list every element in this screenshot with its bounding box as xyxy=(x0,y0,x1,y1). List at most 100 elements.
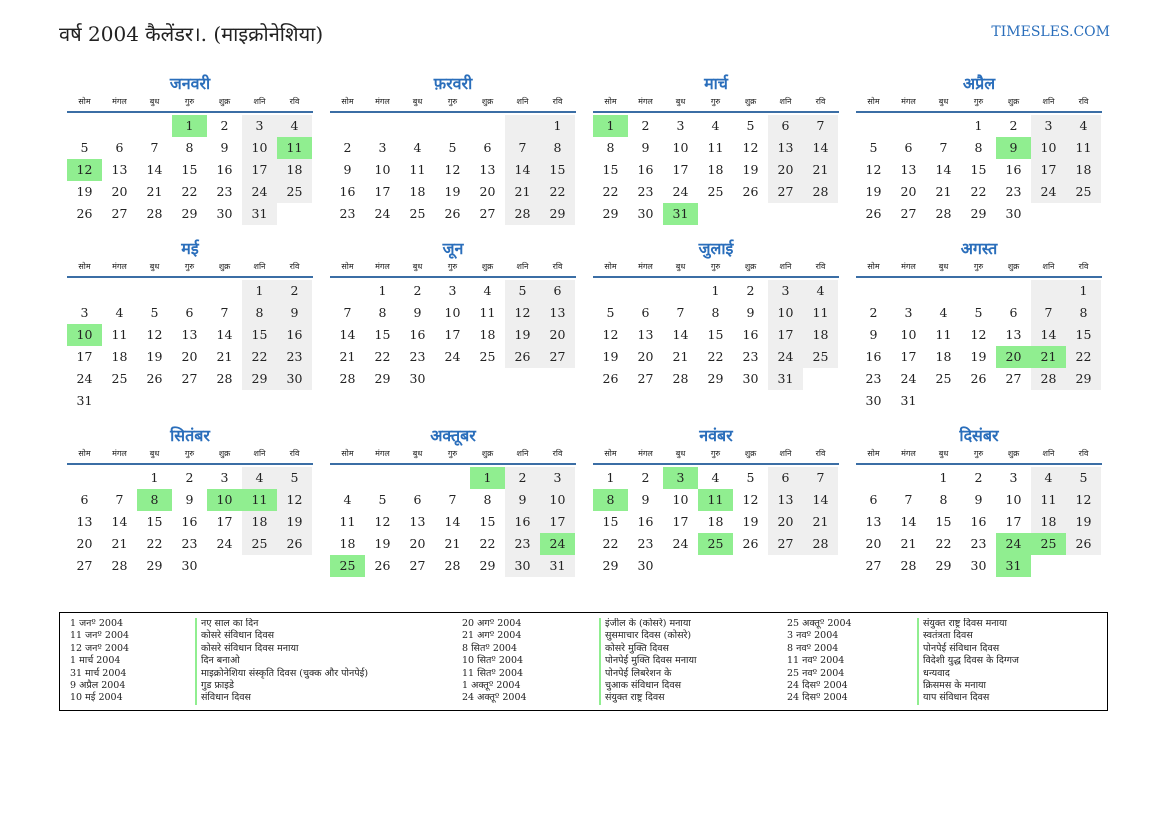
day-cell: 15 xyxy=(479,514,496,529)
weekday-header: सोम मंगल बुध गुरु शुक्र शनि रवि xyxy=(67,95,313,113)
month-calendar: जनवरी सोम मंगल बुध गुरु शुक्र शनि रवि 1 2 3 4 5 6 7 8 9 1… xyxy=(67,73,313,225)
day-cell: 25 xyxy=(479,349,496,364)
day-cell: 31 xyxy=(900,393,917,408)
day-cell: 20 xyxy=(768,159,803,181)
holiday-name: स्वतंत्रता दिवस xyxy=(923,630,973,642)
empty-cell xyxy=(67,115,102,137)
day-cell: 2 xyxy=(974,470,983,485)
day-cell: 26 xyxy=(742,536,759,551)
month-calendar: अक्तूबर सोम मंगल बुध गुरु शुक्र शनि रवि 1 2 3 4 5 6 7 8… xyxy=(330,425,576,577)
day-cell: 16 xyxy=(970,514,987,529)
day-cell: 15 xyxy=(970,162,987,177)
day-cell: 13 xyxy=(900,162,917,177)
weekday-header: सोम मंगल बुध गुरु शुक्र शनि रवि xyxy=(67,260,313,278)
day-cell: 28 xyxy=(1031,368,1066,390)
day-cell: 25 xyxy=(803,346,838,368)
day-cell: 9 xyxy=(641,492,650,507)
month-calendar: जुलाई सोम मंगल बुध गुरु शुक्र शनि रवि 1 2 3 4 5 6 7 8 9 1… xyxy=(593,238,839,412)
day-cell: 29 xyxy=(540,203,575,225)
day-cell: 20 xyxy=(637,349,654,364)
day-cell: 22 xyxy=(181,184,198,199)
day-cell: 12 xyxy=(1066,489,1101,511)
weekday-label: मंगल xyxy=(901,262,916,271)
weekday-label: गुरु xyxy=(973,449,984,458)
day-cell: 29 xyxy=(602,558,619,573)
day-cell: 5 xyxy=(378,492,387,507)
day-cell: 3 xyxy=(768,280,803,302)
day-cell: 2 xyxy=(641,118,650,133)
day-cell: 20 xyxy=(768,511,803,533)
holiday-date: 10 मई 2004 xyxy=(70,692,123,704)
day-cell: 7 xyxy=(150,140,159,155)
holiday-day: 12 xyxy=(67,159,102,181)
day-cell: 21 xyxy=(505,181,540,203)
day-cell: 12 xyxy=(742,492,759,507)
empty-cell xyxy=(102,115,137,137)
weekday-label: शुक्र xyxy=(1007,449,1020,458)
month-name: मार्च xyxy=(704,74,728,93)
day-cell: 9 xyxy=(185,492,194,507)
day-cell: 24 xyxy=(76,371,93,386)
day-cell: 6 xyxy=(540,280,575,302)
day-cell: 4 xyxy=(711,470,720,485)
weekday-label: गुरु xyxy=(184,449,195,458)
days-grid: 1 2 3 4 5 6 7 8 9 10 11 12 13 14 15 16 17 18 19 20 21 22 23 24 2… xyxy=(856,280,1102,412)
day-cell: 23 xyxy=(970,536,987,551)
day-cell: 1 xyxy=(711,283,720,298)
holiday-name: गुड फ्राइडे xyxy=(201,679,234,691)
day-cell: 3 xyxy=(448,283,457,298)
day-cell: 11 xyxy=(111,327,128,342)
day-cell: 13 xyxy=(181,327,198,342)
weekday-label: बुध xyxy=(938,449,949,458)
day-cell: 30 xyxy=(409,371,426,386)
weekday-label: शुक्र xyxy=(744,97,757,106)
day-cell: 30 xyxy=(970,558,987,573)
holiday-day: 31 xyxy=(996,555,1031,577)
day-cell: 31 xyxy=(76,393,93,408)
day-cell: 17 xyxy=(768,324,803,346)
weekday-label: शुक्र xyxy=(1007,262,1020,271)
day-cell: 1 xyxy=(1066,280,1101,302)
day-cell: 9 xyxy=(974,492,983,507)
day-cell: 17 xyxy=(672,514,689,529)
weekday-label: मंगल xyxy=(638,262,653,271)
day-cell: 3 xyxy=(220,470,229,485)
weekday-label: शनि xyxy=(1042,97,1055,106)
weekday-label: शुक्र xyxy=(218,97,231,106)
day-cell: 21 xyxy=(935,184,952,199)
month-name: सितंबर xyxy=(170,426,210,445)
weekday-header: सोम मंगल बुध गुरु शुक्र शनि रवि xyxy=(330,447,576,465)
holiday-date: 10 सितº 2004 xyxy=(462,655,524,667)
holiday-name: पोनपेई लिबरेशन के xyxy=(605,667,672,679)
day-cell: 27 xyxy=(181,371,198,386)
month-name: जुलाई xyxy=(698,239,734,258)
day-cell: 27 xyxy=(768,181,803,203)
day-cell: 28 xyxy=(216,371,233,386)
day-cell: 15 xyxy=(242,324,277,346)
day-cell: 6 xyxy=(869,492,878,507)
site-link[interactable]: TIMESLES.COM xyxy=(991,24,1110,40)
holiday-day: 25 xyxy=(698,533,733,555)
weekday-label: रवि xyxy=(552,449,563,458)
day-cell: 12 xyxy=(444,162,461,177)
day-cell: 24 xyxy=(1031,181,1066,203)
empty-cell xyxy=(207,280,242,302)
day-cell: 15 xyxy=(602,162,619,177)
day-cell: 19 xyxy=(865,184,882,199)
day-cell: 26 xyxy=(970,371,987,386)
holiday-day: 1 xyxy=(470,467,505,489)
day-cell: 6 xyxy=(1009,305,1018,320)
day-cell: 31 xyxy=(540,555,575,577)
day-cell: 4 xyxy=(1066,115,1101,137)
month-calendar: जून सोम मंगल बुध गुरु शुक्र शनि रवि 1 2 3 4 5 6 7 8 9 10 1… xyxy=(330,238,576,412)
day-cell: 25 xyxy=(409,206,426,221)
weekday-label: शनि xyxy=(779,97,792,106)
weekday-label: सोम xyxy=(867,262,880,271)
day-cell: 1 xyxy=(606,470,615,485)
holiday-name: विदेशी युद्ध दिवस के दिग्गज xyxy=(923,655,1019,667)
day-cell: 3 xyxy=(378,140,387,155)
day-cell: 21 xyxy=(339,349,356,364)
day-cell: 15 xyxy=(540,159,575,181)
day-cell: 28 xyxy=(803,181,838,203)
day-cell: 13 xyxy=(409,514,426,529)
